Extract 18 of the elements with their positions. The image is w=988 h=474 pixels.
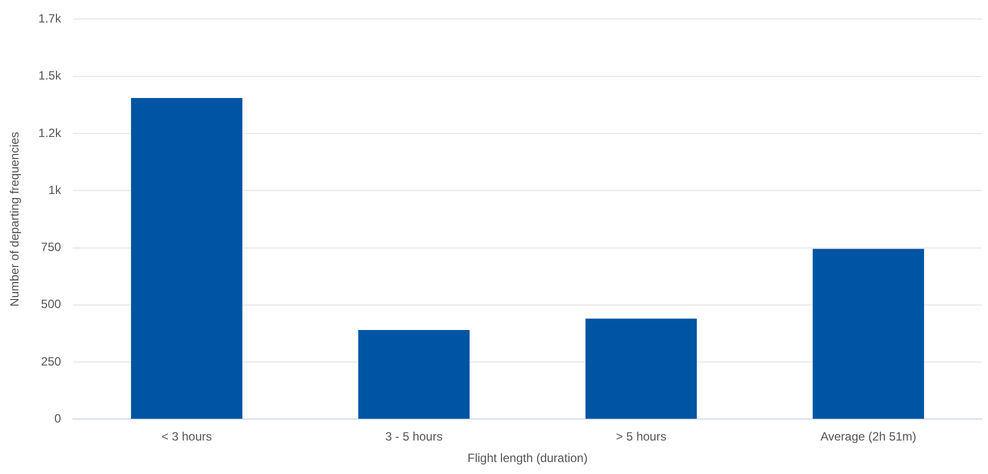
y-tick-label: 500 — [41, 297, 62, 312]
x-tick-label: 3 - 5 hours — [385, 430, 443, 444]
x-tick-label: Average (2h 51m) — [820, 430, 916, 444]
x-axis-title: Flight length (duration) — [468, 451, 588, 466]
x-tick-label: > 5 hours — [616, 430, 666, 444]
y-tick-label: 1k — [48, 182, 62, 197]
y-axis-title: Number of departing frequencies — [8, 132, 22, 307]
bar — [131, 98, 242, 419]
bar — [358, 330, 470, 419]
x-tick-label: < 3 hours — [162, 430, 212, 444]
y-tick-label: 1.5k — [38, 68, 62, 83]
bar — [812, 248, 924, 419]
y-tick-label: 1.2k — [38, 126, 62, 140]
y-tick-label: 250 — [41, 354, 62, 368]
y-tick-label: 750 — [41, 240, 62, 254]
bar — [585, 318, 697, 419]
y-tick-label: 0 — [54, 412, 62, 426]
y-tick-label: 1.7k — [38, 12, 62, 26]
